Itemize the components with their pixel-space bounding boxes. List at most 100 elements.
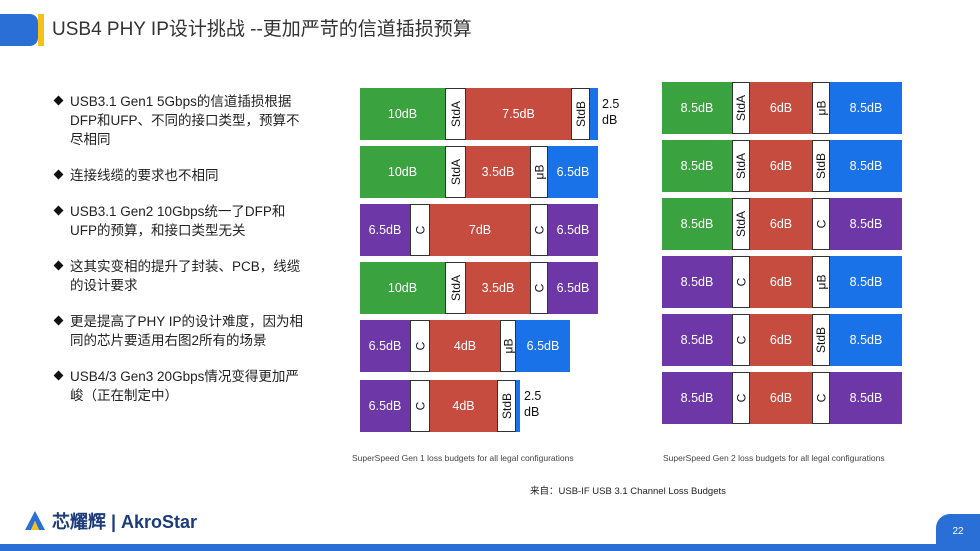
connector-label: StdB xyxy=(814,152,829,180)
left-connector: StdA xyxy=(732,198,750,250)
bullet-item: USB3.1 Gen1 5Gbps的信道插损根据DFP和UFP、不同的接口类型，… xyxy=(54,92,304,149)
left-connector: StdA xyxy=(445,262,466,314)
right-connector: C xyxy=(530,262,548,314)
device-segment: 6.5dB xyxy=(548,262,598,314)
budget-row: 8.5dB StdA 6dB μB 8.5dB xyxy=(0,82,980,134)
source-note: 来自：USB-IF USB 3.1 Channel Loss Budgets xyxy=(530,486,726,497)
host-segment: 10dB xyxy=(360,146,445,198)
host-segment: 6.5dB xyxy=(360,320,410,372)
connector-label: StdA xyxy=(734,210,749,238)
right-connector: StdB xyxy=(812,314,830,366)
host-segment: 8.5dB xyxy=(662,372,732,424)
host-segment: 8.5dB xyxy=(662,82,732,134)
host-segment: 10dB xyxy=(360,262,445,314)
cable-segment: 6dB xyxy=(750,82,812,134)
right-connector: StdB xyxy=(812,140,830,192)
connector-label: C xyxy=(733,393,748,403)
device-segment: 6.5dB xyxy=(516,320,570,372)
connector-label: C xyxy=(733,277,748,287)
right-connector: μB xyxy=(530,146,548,198)
budget-row: 8.5dB C 6dB μB 8.5dB xyxy=(0,256,980,308)
budget-row: 8.5dB C 6dB C 8.5dB xyxy=(0,372,980,424)
device-segment: 8.5dB xyxy=(830,256,902,308)
bullet-item: 更是提高了PHY IP的设计难度，因为相同的芯片要适用右图2所有的场景 xyxy=(54,312,304,350)
bullet-item: 连接线缆的要求也不相同 xyxy=(54,166,304,185)
left-connector: StdA xyxy=(445,88,466,140)
device-segment xyxy=(516,380,520,432)
akrostar-logo-icon xyxy=(25,511,45,530)
gen2-caption: SuperSpeed Gen 2 loss budgets for all le… xyxy=(663,453,885,463)
host-segment: 8.5dB xyxy=(662,314,732,366)
host-segment: 8.5dB xyxy=(662,140,732,192)
device-segment: 8.5dB xyxy=(830,198,902,250)
cable-segment: 6dB xyxy=(750,198,812,250)
gen1-caption: SuperSpeed Gen 1 loss budgets for all le… xyxy=(352,453,574,463)
budget-row: 10dB StdA 3.5dB μB 6.5dB xyxy=(0,146,980,198)
left-connector: C xyxy=(732,314,750,366)
budget-row: 6.5dB C 4dB μB 6.5dB xyxy=(0,320,980,372)
cable-segment: 7dB xyxy=(430,204,530,256)
right-connector: μB xyxy=(500,320,516,372)
left-connector: StdA xyxy=(732,82,750,134)
connector-label: C xyxy=(813,219,828,229)
budget-row: 6.5dB C 4dB StdB 2.5 dB xyxy=(0,380,980,432)
bullet-item: USB3.1 Gen2 10Gbps统一了DFP和UFP的预算，和接口类型无关 xyxy=(54,202,304,240)
budget-row: 8.5dB StdA 6dB C 8.5dB xyxy=(0,198,980,250)
budget-row: 8.5dB StdA 6dB StdB 8.5dB xyxy=(0,140,980,192)
connector-label: StdA xyxy=(734,152,749,180)
cable-segment: 6dB xyxy=(750,140,812,192)
cable-segment: 4dB xyxy=(430,380,497,432)
connector-label: C xyxy=(813,393,828,403)
right-connector: C xyxy=(530,204,548,256)
bottom-accent-line xyxy=(0,544,980,551)
company-logo: 芯耀辉 | AkroStar xyxy=(24,508,197,534)
device-loss-label: 2.5 dB xyxy=(602,97,620,127)
left-connector: C xyxy=(732,372,750,424)
connector-label: μB xyxy=(813,274,828,290)
title-accent-yellow xyxy=(38,14,44,46)
device-segment: 8.5dB xyxy=(830,314,902,366)
left-connector: C xyxy=(732,256,750,308)
host-segment: 8.5dB xyxy=(662,256,732,308)
connector-label: μB xyxy=(813,100,828,116)
cable-segment: 6dB xyxy=(750,314,812,366)
page-number: 22 xyxy=(936,514,980,548)
host-segment: 8.5dB xyxy=(662,198,732,250)
right-connector: C xyxy=(812,198,830,250)
device-segment xyxy=(590,88,598,140)
bullet-list: USB3.1 Gen1 5Gbps的信道插损根据DFP和UFP、不同的接口类型，… xyxy=(54,92,304,422)
right-connector: C xyxy=(812,372,830,424)
device-segment: 8.5dB xyxy=(830,140,902,192)
cable-segment: 4dB xyxy=(430,320,500,372)
left-connector: StdA xyxy=(445,146,466,198)
left-connector: C xyxy=(410,320,430,372)
budget-row: 10dB StdA 7.5dB StdB 2.5 dB xyxy=(0,88,980,140)
bullet-item: USB4/3 Gen3 20Gbps情况变得更加严峻（正在制定中） xyxy=(54,367,304,405)
cable-segment: 7.5dB xyxy=(466,88,571,140)
device-segment: 8.5dB xyxy=(830,82,902,134)
right-connector: μB xyxy=(812,256,830,308)
connector-label: StdB xyxy=(814,326,829,354)
right-connector: μB xyxy=(812,82,830,134)
left-connector: C xyxy=(410,380,430,432)
budget-row: 8.5dB C 6dB StdB 8.5dB xyxy=(0,314,980,366)
left-connector: StdA xyxy=(732,140,750,192)
host-segment: 6.5dB xyxy=(360,204,410,256)
device-segment: 6.5dB xyxy=(548,204,598,256)
slide-title: USB4 PHY IP设计挑战 --更加严苛的信道插损预算 xyxy=(52,19,472,40)
left-connector: C xyxy=(410,204,430,256)
budget-row: 6.5dB C 7dB C 6.5dB xyxy=(0,204,980,256)
logo-text: 芯耀辉 | AkroStar xyxy=(52,512,198,532)
cable-segment: 3.5dB xyxy=(466,262,530,314)
right-connector: StdB xyxy=(571,88,590,140)
device-segment: 6.5dB xyxy=(548,146,598,198)
cable-segment: 3.5dB xyxy=(466,146,530,198)
title-accent-blue xyxy=(0,14,38,46)
cable-segment: 6dB xyxy=(750,256,812,308)
host-segment: 10dB xyxy=(360,88,445,140)
device-segment: 8.5dB xyxy=(830,372,902,424)
connector-label: C xyxy=(733,335,748,345)
bullet-item: 这其实变相的提升了封装、PCB，线缆的设计要求 xyxy=(54,257,304,295)
device-loss-label: 2.5 dB xyxy=(524,389,542,419)
budget-row: 10dB StdA 3.5dB C 6.5dB xyxy=(0,262,980,314)
